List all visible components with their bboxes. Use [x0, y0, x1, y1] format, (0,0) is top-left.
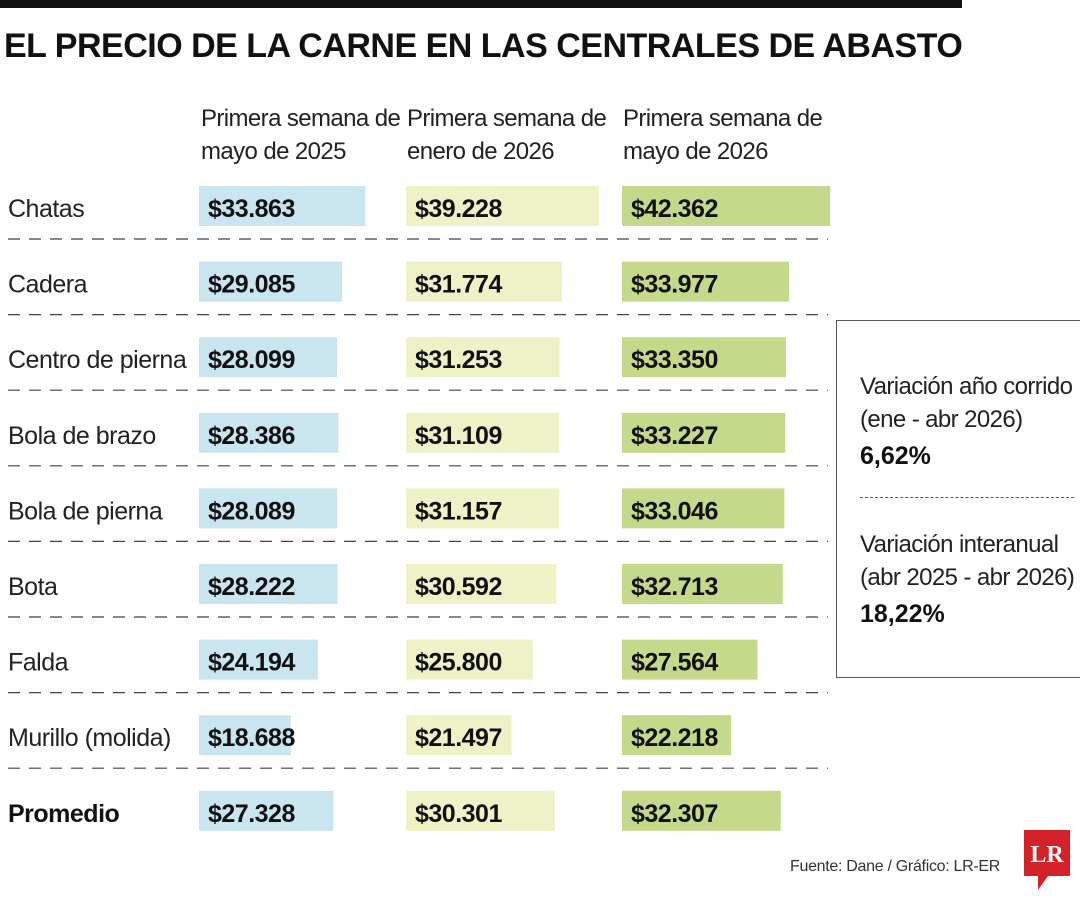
row-label-bota: Bota: [8, 573, 58, 601]
bar-falda-series-2: [406, 639, 533, 680]
row-label-falda: Falda: [8, 649, 69, 677]
value-label-bota-series-1: $28.222: [208, 573, 295, 601]
bar-cadera-series-2: [406, 261, 563, 302]
row-label-centro-de-pierna: Centro de pierna: [8, 346, 187, 374]
column-header-may-2025: Primera semana de mayo de 2025: [201, 105, 401, 165]
value-label-centro-de-pierna-series-1: $28.099: [208, 346, 295, 374]
row-label-bola-de-brazo: Bola de brazo: [8, 422, 156, 450]
bar-bota-series-3: [622, 564, 783, 604]
top-rule: [0, 0, 962, 8]
bar-chatas-series-3: [622, 186, 831, 226]
value-label-chatas-series-1: $33.863: [208, 195, 295, 223]
value-label-promedio-series-3: $32.307: [631, 800, 718, 828]
ytd-variation-value: 6,62%: [860, 442, 931, 470]
bar-centro-de-pierna-series-2: [406, 337, 560, 378]
bar-murillo-molida-series-1: [199, 715, 291, 756]
bar-promedio-series-1: [199, 790, 334, 831]
bar-bola-de-pierna-series-3: [622, 488, 785, 529]
value-label-bola-de-brazo-series-2: $31.109: [415, 422, 502, 450]
value-label-murillo-molida-series-2: $21.497: [415, 724, 502, 752]
row-label-cadera: Cadera: [8, 271, 88, 299]
bar-chatas-series-2: [406, 186, 599, 226]
bar-bola-de-brazo-series-1: [199, 412, 339, 453]
value-label-chatas-series-2: $39.228: [415, 195, 502, 223]
row-label-bola-de-pierna: Bola de pierna: [8, 497, 163, 525]
value-label-bola-de-pierna-series-1: $28.089: [208, 497, 295, 525]
bar-bola-de-pierna-series-1: [199, 488, 338, 529]
column-header-may-2026: Primera semana de mayo de 2026: [623, 105, 823, 165]
value-label-bola-de-pierna-series-2: $31.157: [415, 497, 502, 525]
value-label-centro-de-pierna-series-3: $33.350: [631, 346, 718, 374]
bar-cadera-series-3: [622, 261, 789, 302]
bar-falda-series-1: [199, 639, 318, 680]
bar-chatas-series-1: [199, 186, 366, 226]
yoy-variation-value: 18,22%: [860, 600, 945, 628]
bar-falda-series-3: [622, 639, 758, 680]
source-note: Fuente: Dane / Gráfico: LR-ER: [790, 858, 1001, 875]
column-header-jan-2026: Primera semana de enero de 2026: [407, 105, 607, 165]
bar-bola-de-brazo-series-3: [622, 412, 786, 453]
value-label-bola-de-brazo-series-1: $28.386: [208, 422, 295, 450]
value-label-bola-de-brazo-series-3: $33.227: [631, 422, 718, 450]
value-label-centro-de-pierna-series-2: $31.253: [415, 346, 502, 374]
row-label-murillo-molida: Murillo (molida): [8, 724, 171, 752]
value-label-falda-series-1: $24.194: [208, 649, 295, 677]
bar-promedio-series-2: [406, 790, 555, 831]
ytd-variation-label: Variación año corrido (ene - abr 2026): [860, 373, 1073, 433]
value-label-falda-series-2: $25.800: [415, 649, 502, 677]
value-label-cadera-series-2: $31.774: [415, 271, 502, 299]
bar-murillo-molida-series-3: [622, 715, 732, 756]
bar-bota-series-2: [406, 564, 557, 604]
row-label-chatas: Chatas: [8, 195, 84, 223]
chart-title: EL PRECIO DE LA CARNE EN LAS CENTRALES D…: [4, 27, 963, 65]
bar-bola-de-pierna-series-2: [406, 488, 560, 529]
value-label-bota-series-2: $30.592: [415, 573, 502, 601]
lr-logo-icon: LR: [1024, 830, 1070, 890]
bar-centro-de-pierna-series-1: [199, 337, 338, 378]
bar-bola-de-brazo-series-2: [406, 412, 559, 453]
row-label-promedio: Promedio: [8, 800, 120, 828]
svg-text:LR: LR: [1030, 842, 1064, 868]
value-label-bota-series-3: $32.713: [631, 573, 718, 601]
value-label-murillo-molida-series-1: $18.688: [208, 724, 295, 752]
value-label-falda-series-3: $27.564: [631, 649, 718, 677]
bar-cadera-series-1: [199, 261, 342, 302]
info-box: [836, 320, 1080, 678]
bar-murillo-molida-series-2: [406, 715, 512, 756]
bar-promedio-series-3: [622, 790, 781, 831]
bar-centro-de-pierna-series-3: [622, 337, 786, 378]
info-box-divider: [860, 497, 1074, 498]
value-label-chatas-series-3: $42.362: [631, 195, 718, 223]
bar-bota-series-1: [199, 564, 338, 604]
yoy-variation-label: Variación interanual (abr 2025 - abr 202…: [860, 531, 1075, 591]
value-label-promedio-series-2: $30.301: [415, 800, 502, 828]
value-label-murillo-molida-series-3: $22.218: [631, 724, 718, 752]
value-label-bola-de-pierna-series-3: $33.046: [631, 497, 718, 525]
value-label-promedio-series-1: $27.328: [208, 800, 295, 828]
value-label-cadera-series-3: $33.977: [631, 271, 718, 299]
value-label-cadera-series-1: $29.085: [208, 271, 295, 299]
